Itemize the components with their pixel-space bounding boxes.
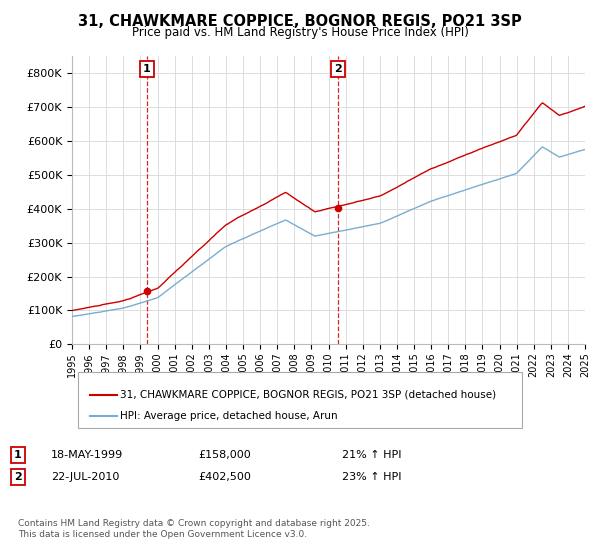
Text: 21% ↑ HPI: 21% ↑ HPI	[342, 450, 401, 460]
Text: 18-MAY-1999: 18-MAY-1999	[51, 450, 123, 460]
Text: 1: 1	[143, 64, 151, 74]
Text: Price paid vs. HM Land Registry's House Price Index (HPI): Price paid vs. HM Land Registry's House …	[131, 26, 469, 39]
Text: HPI: Average price, detached house, Arun: HPI: Average price, detached house, Arun	[120, 410, 338, 421]
Text: 31, CHAWKMARE COPPICE, BOGNOR REGIS, PO21 3SP: 31, CHAWKMARE COPPICE, BOGNOR REGIS, PO2…	[78, 14, 522, 29]
Text: 23% ↑ HPI: 23% ↑ HPI	[342, 472, 401, 482]
Text: 2: 2	[334, 64, 342, 74]
Text: 31, CHAWKMARE COPPICE, BOGNOR REGIS, PO21 3SP (detached house): 31, CHAWKMARE COPPICE, BOGNOR REGIS, PO2…	[120, 390, 496, 400]
Text: 1: 1	[14, 450, 22, 460]
Text: Contains HM Land Registry data © Crown copyright and database right 2025.
This d: Contains HM Land Registry data © Crown c…	[18, 520, 370, 539]
Text: 22-JUL-2010: 22-JUL-2010	[51, 472, 119, 482]
Text: 2: 2	[14, 472, 22, 482]
Text: £402,500: £402,500	[198, 472, 251, 482]
Text: £158,000: £158,000	[198, 450, 251, 460]
